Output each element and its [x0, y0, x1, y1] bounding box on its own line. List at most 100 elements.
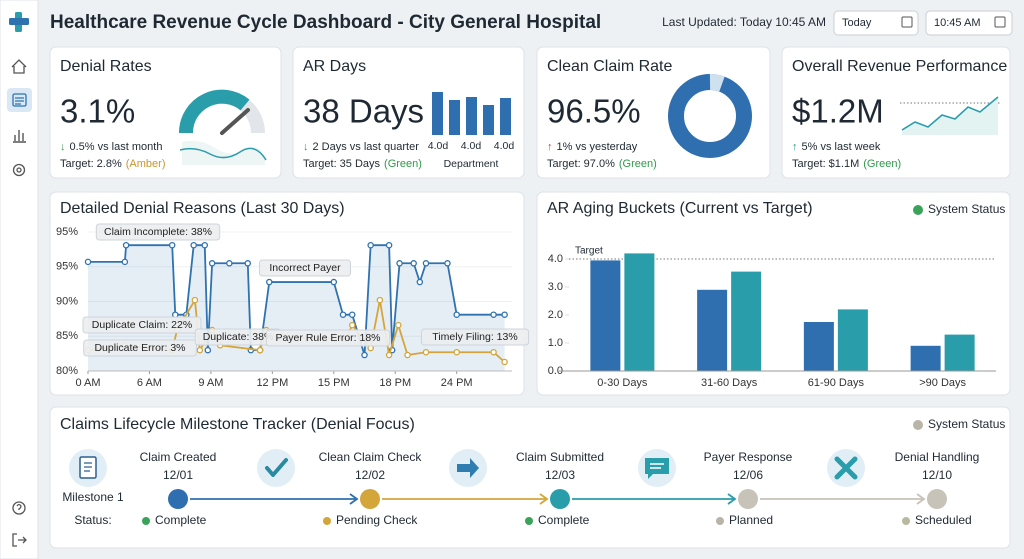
- y-tick-label: 80%: [56, 365, 78, 377]
- step-date: 12/02: [355, 468, 385, 482]
- kpi-change: ↓ 0.5% vs last month: [60, 141, 162, 153]
- kpi-status: (Amber): [126, 158, 166, 170]
- x-tick-label: 0-30 Days: [597, 377, 648, 389]
- point: [84, 258, 92, 266]
- step-icon: [257, 449, 295, 487]
- step-status: Scheduled: [915, 513, 972, 527]
- x-tick-label: 0 AM: [75, 377, 100, 389]
- y-tick-label: 85%: [56, 330, 78, 342]
- step-status: Planned: [729, 513, 773, 527]
- nav-active[interactable]: [7, 88, 32, 112]
- x-tick-label: 18 PM: [379, 377, 411, 389]
- kpi-title: AR Days: [303, 58, 366, 75]
- mini-bar-label: 4.0d: [461, 140, 482, 152]
- kpi-title: Clean Claim Rate: [547, 58, 672, 75]
- step-name: Clean Claim Check: [319, 450, 423, 464]
- annotation-box: [265, 329, 391, 347]
- step-node: [927, 489, 947, 509]
- bar: [697, 289, 728, 371]
- time-input[interactable]: [925, 10, 1013, 36]
- card: [781, 46, 1011, 179]
- step-name: Denial Handling: [895, 450, 980, 464]
- kpi-status: (Green): [384, 158, 422, 170]
- point: [348, 321, 356, 329]
- help-icon[interactable]: [12, 501, 26, 515]
- connector-arrow: [916, 493, 926, 505]
- point: [196, 346, 204, 354]
- y-tick-label: 1.0: [548, 337, 563, 349]
- point: [367, 241, 374, 249]
- mini-bar-caption: Department: [444, 158, 499, 170]
- bar: [731, 271, 762, 371]
- tracker-title: Claims Lifecycle Milestone Tracker (Deni…: [60, 416, 415, 433]
- list-icon[interactable]: [12, 93, 27, 107]
- date-input[interactable]: [833, 10, 919, 36]
- home-icon[interactable]: [11, 59, 27, 74]
- annotation: Duplicate: 38%: [203, 331, 274, 343]
- step-icon: [827, 449, 865, 487]
- step-node: [168, 489, 188, 509]
- kpi-change: ↑ 1% vs yesterday: [547, 141, 638, 153]
- icon-glyph: [457, 458, 479, 478]
- chart-icon[interactable]: [13, 130, 26, 143]
- step-name: Payer Response: [704, 450, 793, 464]
- step-status: Complete: [155, 513, 207, 527]
- point: [191, 296, 199, 304]
- y-tick-label: 95%: [56, 261, 78, 273]
- kpi-change-text: 2 Days vs last quarter: [313, 141, 420, 153]
- card: [292, 46, 525, 179]
- icon-glyph: [79, 456, 97, 479]
- mini-bar-label: 4.0d: [494, 140, 515, 152]
- icon-glyph: [265, 458, 288, 477]
- point: [410, 260, 417, 267]
- connector-arrow: [349, 493, 359, 505]
- mini-bar-label: 4.0d: [428, 140, 449, 152]
- connector-arrow: [727, 493, 737, 505]
- kpi-status: (Green): [863, 158, 901, 170]
- step-status: Complete: [538, 513, 590, 527]
- step-name: Claim Created: [140, 450, 217, 464]
- point: [396, 260, 403, 267]
- kpi-target: Target: 35 Days (Green): [303, 158, 422, 170]
- point: [204, 346, 212, 354]
- x-tick-label: 9 AM: [198, 377, 223, 389]
- kpi-change-arrow: ↑: [792, 141, 798, 153]
- chart-title: AR Aging Buckets (Current vs Target): [547, 200, 813, 217]
- annotation: Timely Filing: 13%: [432, 331, 517, 343]
- logout-icon[interactable]: [12, 533, 27, 547]
- point: [121, 258, 129, 266]
- kpi-value: 96.5%: [547, 93, 641, 130]
- sidebar-panel: [0, 0, 39, 559]
- point: [226, 260, 233, 267]
- status-dot: [525, 517, 533, 525]
- step-status: Pending Check: [336, 513, 418, 527]
- point: [490, 348, 497, 356]
- step-date: 12/03: [545, 468, 575, 482]
- point: [376, 296, 384, 304]
- date-value[interactable]: Today: [842, 17, 872, 29]
- kpi-change-arrow: ↑: [547, 141, 553, 153]
- kpi-target: Target: 2.8% (Amber): [60, 158, 166, 170]
- point: [266, 278, 273, 286]
- x-tick-label: 12 PM: [256, 377, 288, 389]
- kpi-change: ↓ 2 Days vs last quarter: [303, 141, 419, 153]
- time-value[interactable]: 10:45 AM: [934, 17, 980, 29]
- row-label: Milestone 1: [62, 490, 124, 504]
- x-tick-label: 31-60 Days: [701, 377, 758, 389]
- step-icon: [638, 449, 676, 487]
- x-tick-label: >90 Days: [919, 377, 966, 389]
- kpi-title: Overall Revenue Performance: [792, 58, 1007, 75]
- kpi-target-text: Target: 97.0%: [547, 158, 615, 170]
- kpi-change: ↑ 5% vs last week: [792, 141, 881, 153]
- sidebar: [0, 0, 39, 559]
- connector-arrow: [539, 493, 549, 505]
- settings-icon[interactable]: [12, 163, 26, 177]
- kpi-target: Target: $1.1M (Green): [792, 158, 901, 170]
- kpi-target-text: Target: $1.1M: [792, 158, 859, 170]
- status-dot: [716, 517, 724, 525]
- y-tick-label: 3.0: [548, 281, 563, 293]
- legend-label: System Status: [928, 202, 1005, 216]
- point: [256, 346, 264, 354]
